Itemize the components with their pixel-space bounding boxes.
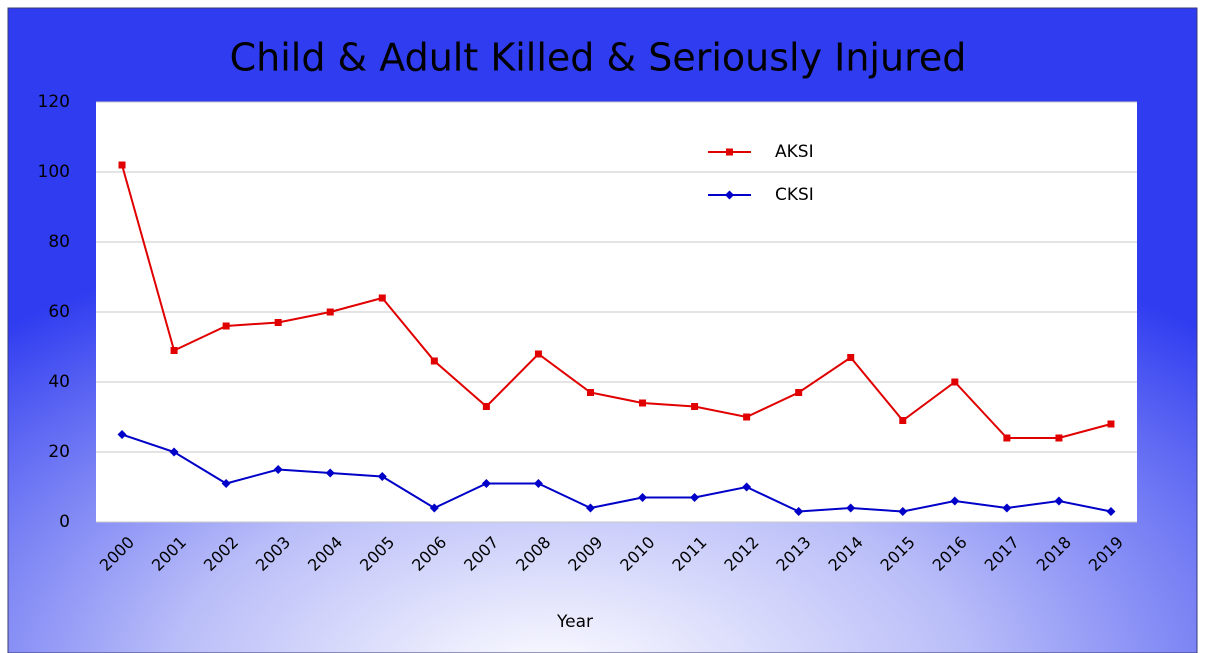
x-axis-title: Year — [556, 612, 593, 632]
chart-title: Child & Adult Killed & Seriously Injured — [230, 36, 967, 80]
point — [847, 354, 855, 361]
point — [325, 468, 335, 478]
y-tick-label: 20 — [48, 442, 70, 462]
point — [222, 322, 230, 330]
point — [378, 294, 386, 302]
point — [430, 357, 438, 365]
y-tick-label: 120 — [38, 92, 70, 112]
point — [726, 148, 733, 156]
point — [534, 350, 542, 358]
point — [274, 319, 282, 326]
point — [951, 378, 959, 386]
point — [117, 430, 127, 439]
point — [1106, 507, 1116, 516]
point — [639, 399, 647, 407]
point — [169, 447, 179, 457]
point — [481, 479, 491, 488]
point — [429, 503, 439, 513]
y-tick-label: 0 — [59, 512, 70, 532]
point — [690, 493, 700, 502]
point — [326, 308, 334, 316]
point — [899, 417, 907, 424]
point — [846, 503, 856, 513]
point — [795, 389, 803, 396]
point — [691, 403, 699, 410]
point — [1054, 496, 1064, 506]
point — [1107, 420, 1115, 428]
legend-label: AKSI — [775, 142, 814, 162]
y-tick-label: 40 — [48, 372, 70, 392]
point — [273, 465, 283, 474]
point — [482, 403, 490, 410]
y-tick-label: 100 — [38, 162, 70, 182]
point — [1055, 434, 1063, 442]
point — [221, 479, 231, 488]
point — [794, 507, 804, 516]
series-line — [121, 164, 1112, 439]
point — [898, 507, 908, 516]
point — [1003, 434, 1011, 442]
y-tick-label: 80 — [48, 232, 70, 252]
series-line — [121, 433, 1112, 513]
point — [533, 479, 543, 488]
point — [1002, 503, 1012, 513]
point — [585, 503, 595, 513]
point — [742, 482, 752, 492]
point — [950, 496, 960, 506]
y-tick-label: 60 — [48, 302, 70, 322]
point — [638, 493, 648, 502]
point — [743, 413, 751, 421]
point — [170, 347, 178, 354]
point — [377, 472, 387, 481]
point — [725, 190, 734, 200]
point — [118, 161, 126, 169]
point — [586, 389, 594, 396]
legend-label: CKSI — [775, 185, 814, 205]
